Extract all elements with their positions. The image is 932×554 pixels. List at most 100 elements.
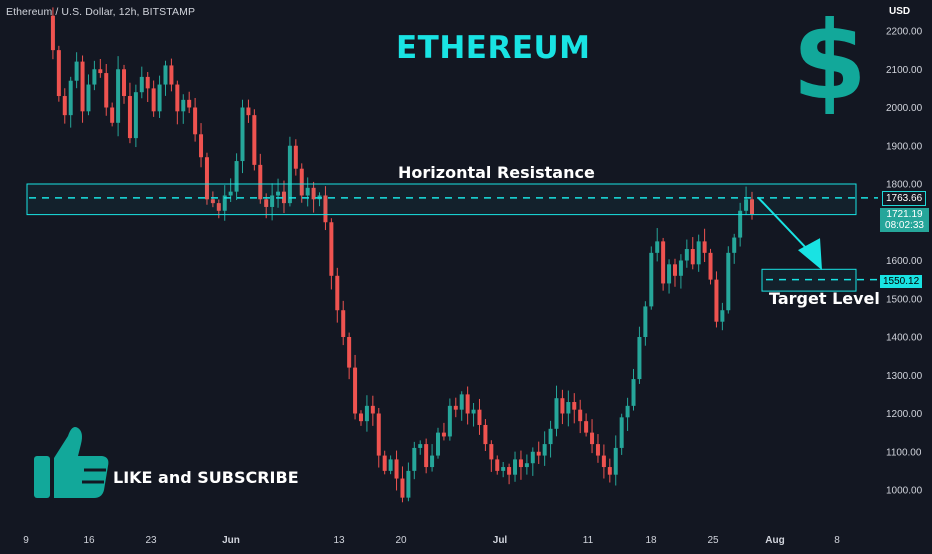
candle-body: [495, 459, 500, 471]
thumbs-up-icon: [34, 427, 109, 498]
time-tick-label: 25: [707, 535, 719, 546]
chart-title: ETHEREUM: [396, 30, 591, 66]
candle-body: [637, 337, 642, 380]
candle-body: [281, 191, 286, 204]
candle-body: [210, 199, 215, 204]
candle-body: [62, 96, 67, 116]
projection-arrow-head: [798, 238, 822, 271]
candle-body: [412, 447, 417, 471]
candle-body: [507, 467, 512, 475]
candle-body: [744, 199, 749, 211]
candle-body: [204, 157, 209, 200]
candle-body: [199, 134, 204, 158]
candle-body: [678, 260, 683, 276]
candle-body: [625, 405, 630, 418]
candle-body: [406, 470, 411, 498]
candle-body: [424, 444, 429, 468]
candle-body: [590, 432, 595, 445]
candle-body: [453, 405, 458, 410]
candle-body: [127, 96, 132, 139]
price-tick-label: 1900.00: [886, 141, 923, 152]
time-tick-label: Aug: [765, 535, 784, 546]
candle-body: [270, 195, 275, 207]
candle-body: [323, 195, 328, 223]
time-tick-label: 23: [145, 535, 157, 546]
price-tick-label: 1600.00: [886, 256, 923, 267]
candle-body: [483, 424, 488, 445]
candle-body: [287, 145, 292, 204]
candle-body: [234, 161, 239, 192]
candle-body: [607, 467, 612, 475]
candle-body: [329, 222, 334, 276]
price-tick-label: 1200.00: [886, 409, 923, 420]
candle-body: [394, 459, 399, 479]
candle-body: [548, 428, 553, 445]
candle-body: [347, 337, 352, 368]
candle-body: [477, 409, 482, 425]
candle-body: [169, 65, 174, 85]
candle-body: [400, 478, 405, 498]
price-tick-label: 2000.00: [886, 103, 923, 114]
candle-body: [702, 241, 707, 253]
candle-body: [382, 455, 387, 471]
time-tick-label: Jul: [493, 535, 508, 546]
zones-layer: [26, 183, 878, 292]
candle-body: [738, 210, 743, 238]
candle-body: [50, 15, 55, 51]
candle-body: [708, 252, 713, 280]
candle-body: [447, 405, 452, 437]
candle-body: [572, 402, 577, 410]
candle-body: [358, 413, 363, 422]
time-tick-label: 20: [395, 535, 407, 546]
candle-body: [252, 115, 257, 165]
candle-body: [542, 444, 547, 456]
candle-body: [68, 80, 73, 116]
price-tick-label: 1800.00: [886, 180, 923, 191]
candle-body: [388, 459, 393, 471]
candle-body: [305, 187, 310, 196]
dollar-sign-icon: $: [792, 0, 868, 124]
candle-body: [364, 405, 369, 422]
candle-body: [133, 92, 138, 139]
time-tick-label: 11: [583, 535, 594, 546]
candle-body: [684, 249, 689, 261]
candle-body: [86, 84, 91, 112]
axis-layer: 1000.00 1100.00 1200.00 1300.00 1400.00 1500.…: [23, 27, 922, 547]
resistance-label: Horizontal Resistance: [398, 163, 595, 182]
candle-body: [750, 199, 754, 215]
candle-series: [50, 7, 754, 503]
target-price-tag: 1550.12: [880, 275, 923, 288]
candle-body: [187, 99, 192, 108]
candle-body: [601, 455, 606, 468]
price-tick-label: 1400.00: [886, 333, 923, 344]
candle-body: [222, 195, 227, 211]
time-tick-label: 18: [645, 535, 657, 546]
subscribe-call-to-action: LIKE and SUBSCRIBE: [113, 468, 299, 487]
resistance-price-tag: 1763.66: [882, 191, 927, 206]
candle-body: [578, 409, 583, 422]
candle-body: [595, 444, 600, 456]
time-tick-label: 13: [333, 535, 345, 546]
candle-body: [471, 409, 476, 414]
candle-body: [436, 432, 441, 456]
time-tick-label: 9: [23, 535, 29, 546]
symbol-description: Ethereum / U.S. Dollar, 12h, BITSTAMP: [6, 6, 196, 18]
candle-body: [613, 447, 618, 475]
candle-body: [264, 199, 269, 207]
candle-body: [690, 249, 695, 265]
candle-body: [145, 76, 150, 89]
price-tick-label: 2200.00: [886, 27, 923, 38]
candle-body: [518, 459, 523, 468]
price-tick-label: 2100.00: [886, 65, 923, 76]
candle-body: [104, 73, 109, 108]
price-tick-label: 1300.00: [886, 371, 923, 382]
candle-body: [193, 107, 198, 135]
candle-body: [151, 88, 156, 112]
candle-body: [696, 241, 701, 265]
candle-body: [536, 451, 541, 456]
currency-label: USD: [889, 6, 911, 17]
candle-body: [240, 107, 245, 162]
candle-body: [566, 402, 571, 414]
